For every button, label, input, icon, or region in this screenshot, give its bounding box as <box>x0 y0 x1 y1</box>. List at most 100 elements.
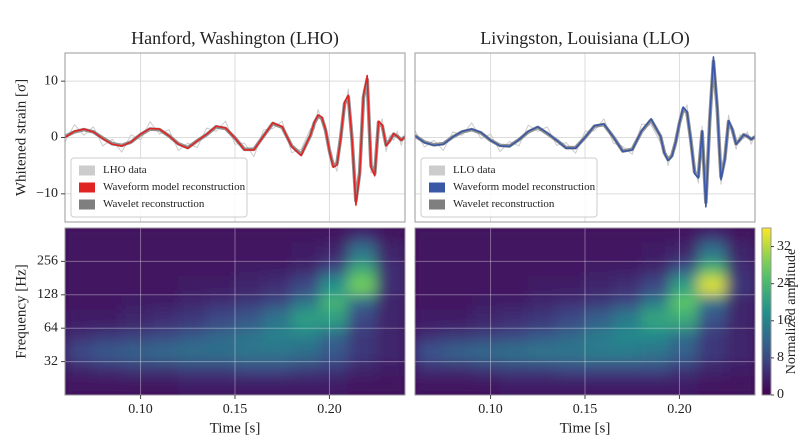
heatmap-cell <box>556 361 586 376</box>
heatmap-cell <box>584 341 614 363</box>
heatmap-cell <box>65 327 94 343</box>
heatmap-cell <box>319 241 349 262</box>
panel-title: Hanford, Washington (LHO) <box>131 28 339 49</box>
heatmap-cell <box>347 228 378 243</box>
heatmap-cell <box>262 341 293 363</box>
heatmap-cell <box>499 361 529 376</box>
colorbar-tick-label: 8 <box>777 350 784 365</box>
panel-title: Livingston, Louisiana (LLO) <box>480 28 689 49</box>
heatmap-cell <box>291 374 321 395</box>
heatmap-cell <box>584 294 614 310</box>
heatmap-cell <box>121 374 151 395</box>
heatmap-cell <box>527 308 558 329</box>
heatmap-cell <box>584 274 614 296</box>
y-tick-label: 10 <box>44 73 58 88</box>
heatmap-cell <box>177 294 208 310</box>
heatmap-cell <box>234 327 264 343</box>
heatmap-cell <box>612 294 643 310</box>
heatmap-cell <box>206 361 236 376</box>
heatmap-cell <box>262 274 293 296</box>
heatmap-cell <box>347 327 378 343</box>
heatmap-cell <box>499 274 529 296</box>
heatmap-cell <box>669 228 699 243</box>
heatmap-cell <box>65 341 94 363</box>
heatmap-cell <box>697 341 728 363</box>
heatmap-cell <box>612 374 643 395</box>
heatmap-cell <box>92 341 123 363</box>
heatmap-cell <box>376 361 405 376</box>
heatmap-cell <box>291 341 321 363</box>
heatmap-cell <box>319 341 349 363</box>
heatmap-cell <box>726 274 755 296</box>
heatmap-cell <box>376 228 405 243</box>
heatmap-cell <box>641 374 671 395</box>
heatmap-cell <box>234 228 264 243</box>
heatmap-cell <box>262 260 293 276</box>
heatmap-cell <box>697 327 728 343</box>
heatmap-cell <box>376 260 405 276</box>
heatmap-cell <box>471 294 501 310</box>
heatmap-cell <box>471 241 501 262</box>
heatmap-cell <box>442 294 473 310</box>
x-tick-label: 0.20 <box>317 402 342 417</box>
heatmap-cell <box>65 274 94 296</box>
heatmap-cell <box>376 308 405 329</box>
heatmap-cell <box>669 294 699 310</box>
heatmap-cell <box>92 228 123 243</box>
heatmap-cell <box>584 241 614 262</box>
heatmap-cell <box>376 374 405 395</box>
heatmap-cell <box>92 361 123 376</box>
heatmap-cell <box>726 241 755 262</box>
plot-frame <box>414 52 756 223</box>
x-tick-label: 0.10 <box>128 402 153 417</box>
heatmap-cell <box>92 294 123 310</box>
heatmap-cell <box>376 294 405 310</box>
x-tick-label: 0.15 <box>223 402 248 417</box>
heatmap-cell <box>92 260 123 276</box>
heatmap-cell <box>726 327 755 343</box>
heatmap-cell <box>206 374 236 395</box>
heatmap-cell <box>206 294 236 310</box>
heatmap-cell <box>65 241 94 262</box>
heatmap-cell <box>527 228 558 243</box>
x-axis-label: Time [s] <box>560 420 611 436</box>
heatmap-cell <box>556 374 586 395</box>
heatmap-cell <box>556 260 586 276</box>
heatmap-cell <box>697 260 728 276</box>
heatmap-cell <box>641 327 671 343</box>
legend-label: LHO data <box>103 164 147 176</box>
heatmap-cell <box>415 308 444 329</box>
heatmap-cell <box>499 308 529 329</box>
heatmap-cell <box>415 241 444 262</box>
y-axis-label: Frequency [Hz] <box>13 264 29 359</box>
heatmap-cell <box>347 308 378 329</box>
heatmap-cell <box>415 228 444 243</box>
heatmap-cell <box>149 294 179 310</box>
heatmap-cell <box>121 294 151 310</box>
legend-label: Waveform model reconstruction <box>103 181 246 193</box>
y-axis-label: Whitened strain [σ] <box>13 79 29 196</box>
heatmap-cell <box>347 361 378 376</box>
heatmap-cell <box>262 327 293 343</box>
legend-swatch <box>429 199 445 210</box>
heatmap-cell <box>121 327 151 343</box>
heatmap-cell <box>697 228 728 243</box>
heatmap-cell <box>442 361 473 376</box>
heatmap-cell <box>669 308 699 329</box>
heatmap-cell <box>471 341 501 363</box>
heatmap-cell <box>376 241 405 262</box>
x-axis-label: Time [s] <box>210 420 261 436</box>
heatmap-cell <box>234 308 264 329</box>
heatmap-cell <box>584 361 614 376</box>
heatmap-cell <box>612 260 643 276</box>
heatmap-cell <box>92 241 123 262</box>
heatmap-cell <box>121 341 151 363</box>
heatmap-cell <box>499 228 529 243</box>
heatmap-cell <box>556 241 586 262</box>
heatmap-cell <box>612 341 643 363</box>
heatmap-cell <box>291 327 321 343</box>
heatmap-cell <box>527 361 558 376</box>
heatmap-cell <box>234 294 264 310</box>
heatmap-cell <box>726 228 755 243</box>
heatmap-cell <box>669 241 699 262</box>
